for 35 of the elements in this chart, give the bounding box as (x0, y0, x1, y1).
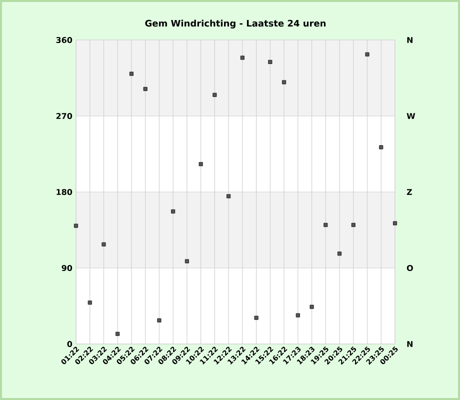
y-tick-label: 0 (67, 340, 72, 348)
text: W (406, 113, 416, 119)
text: N (407, 341, 412, 347)
point (171, 209, 176, 214)
point (254, 316, 258, 320)
point (296, 313, 300, 318)
point (157, 318, 162, 322)
point (282, 80, 286, 84)
point (351, 222, 356, 227)
point (393, 221, 397, 226)
point (338, 252, 342, 256)
point (184, 259, 189, 264)
point (102, 242, 106, 246)
point (129, 72, 134, 76)
point (88, 300, 92, 305)
y-tick-label: 270 (56, 112, 72, 120)
text: N (407, 37, 412, 43)
chart-title: Gem Windrichting - Laatste 24 uren (145, 20, 326, 28)
point (212, 92, 217, 97)
y-tick-label: 180 (56, 188, 72, 196)
point (143, 86, 148, 91)
point (240, 56, 244, 60)
point (74, 224, 78, 228)
point (379, 145, 384, 150)
point (226, 194, 231, 198)
point (365, 52, 370, 56)
y-tick-label: 360 (56, 36, 72, 44)
point (310, 304, 314, 309)
point (198, 162, 203, 166)
point (116, 332, 120, 336)
y-tick-label: 90 (62, 264, 72, 272)
text: O (406, 264, 413, 272)
text: Z (406, 189, 412, 195)
point (268, 60, 272, 64)
point (324, 222, 328, 227)
